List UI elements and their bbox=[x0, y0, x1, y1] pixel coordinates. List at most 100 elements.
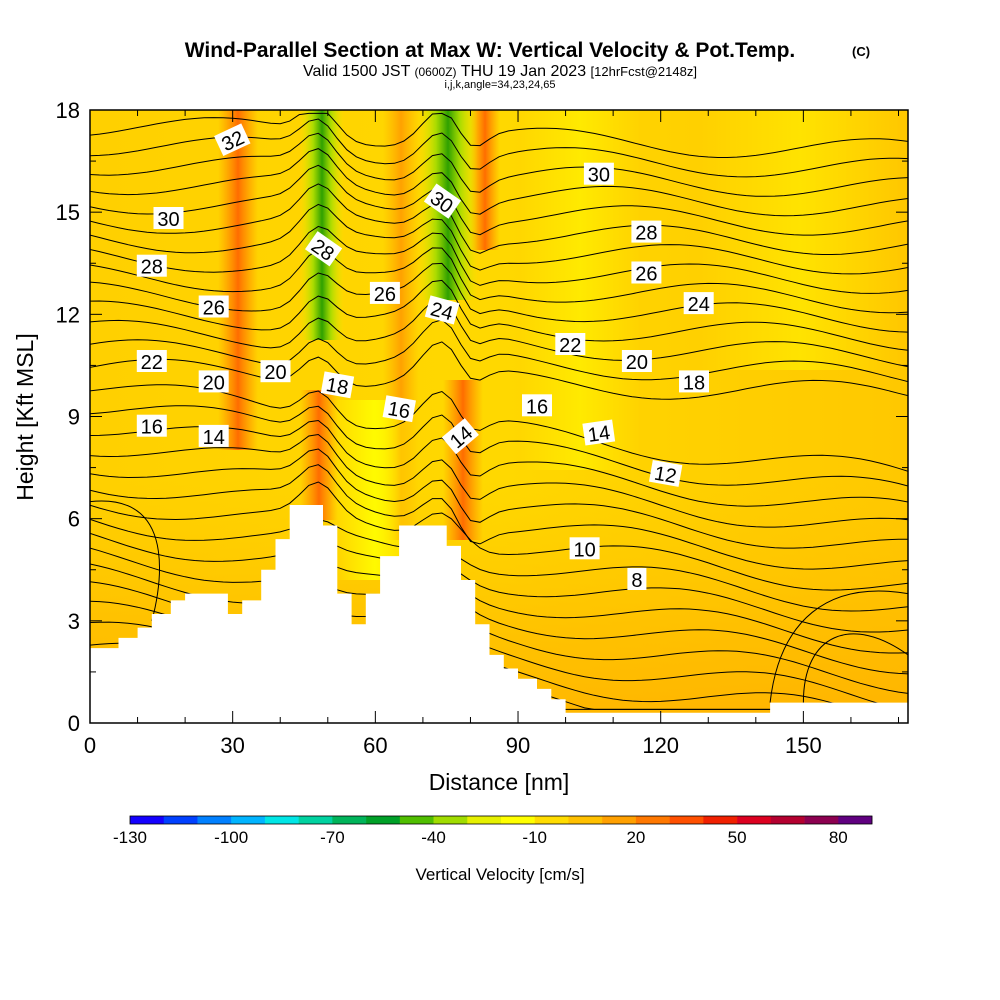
colorbar-swatch bbox=[602, 816, 637, 824]
isentrope-label-background bbox=[320, 371, 355, 399]
y-tick-label: 3 bbox=[68, 609, 80, 634]
colorbar-swatch bbox=[635, 816, 670, 824]
chart-subtitle: Valid 1500 JST (0600Z) THU 19 Jan 2023 [… bbox=[303, 63, 697, 80]
isentrope-label: 28 bbox=[304, 231, 343, 267]
isentrope-line bbox=[90, 298, 908, 368]
colorbar-swatch bbox=[703, 816, 738, 824]
colorbar-frame bbox=[129, 815, 873, 825]
x-axis: 0 30 60 90 120 150 bbox=[84, 110, 899, 758]
downdraft-band-1 bbox=[300, 110, 344, 340]
y-tick-label: 15 bbox=[56, 200, 80, 225]
x-tick-label: 30 bbox=[220, 733, 244, 758]
isentrope-line bbox=[90, 112, 908, 158]
updraft-band-1 bbox=[218, 110, 258, 450]
isentrope-label-background bbox=[136, 350, 167, 372]
updraft-band-3 bbox=[443, 380, 483, 540]
isentrope-line bbox=[90, 183, 908, 255]
isentrope-label-text: 16 bbox=[141, 417, 163, 439]
isentrope-line bbox=[90, 405, 908, 487]
isentrope-label-text: 30 bbox=[588, 165, 610, 187]
isentrope-label: 20 bbox=[621, 350, 652, 374]
isentrope-label: 26 bbox=[631, 261, 662, 286]
isentrope-line bbox=[90, 433, 908, 528]
isentrope-line bbox=[90, 518, 908, 612]
isentrope-label: 12 bbox=[648, 459, 683, 488]
isentrope-label-text: 28 bbox=[635, 223, 657, 245]
isentrope-line bbox=[90, 225, 908, 294]
isentrope-label: 8 bbox=[627, 568, 647, 592]
colorbar-swatch bbox=[399, 816, 434, 824]
isentrope-label-background bbox=[522, 394, 552, 417]
colorbar-tick-label: 80 bbox=[829, 828, 848, 847]
isentrope-label-background bbox=[648, 459, 683, 487]
isentrope-label: 10 bbox=[569, 537, 600, 561]
x-tick-label: 90 bbox=[506, 733, 530, 758]
colorbar-swatch bbox=[366, 816, 401, 824]
y-tick-label: 12 bbox=[56, 302, 80, 327]
y-axis-label: Height [Kft MSL] bbox=[12, 333, 38, 500]
isentrope-label: 14 bbox=[582, 419, 616, 447]
isentrope-label-text: 26 bbox=[635, 264, 657, 286]
isentrope-label: 26 bbox=[369, 281, 400, 306]
isentrope-label-background bbox=[198, 295, 229, 318]
chart-subtitle-ijk: i,j,k,angle=34,23,24,65 bbox=[444, 79, 555, 91]
isentrope-label: 16 bbox=[382, 395, 416, 423]
isentrope-label: 18 bbox=[679, 370, 709, 394]
isentrope-label-background bbox=[304, 231, 343, 267]
isentrope-label: 30 bbox=[583, 162, 614, 187]
colorbar-tick-label: -40 bbox=[421, 828, 446, 847]
isentrope-line bbox=[90, 132, 908, 197]
isentrope-label-background bbox=[198, 424, 229, 447]
isentrope-line bbox=[90, 448, 908, 549]
colorbar-swatch bbox=[568, 816, 603, 824]
isentrope-label: 24 bbox=[424, 295, 460, 325]
isentrope-label: 24 bbox=[683, 292, 714, 316]
isentrope-label-background bbox=[555, 333, 586, 355]
isentrope-line bbox=[90, 341, 908, 400]
isentrope-label: 28 bbox=[631, 220, 662, 245]
isentrope-line bbox=[90, 384, 908, 472]
isentrope-label-text: 26 bbox=[374, 284, 396, 306]
isentrope-line bbox=[90, 203, 908, 275]
isentrope-label-background bbox=[441, 418, 479, 455]
isentrope-label: 16 bbox=[522, 394, 552, 418]
y-axis: 0 3 6 9 12 15 18 bbox=[56, 98, 908, 736]
colorbar-swatch bbox=[669, 816, 704, 824]
isentrope-line bbox=[90, 279, 908, 351]
isentrope-label: 16 bbox=[136, 414, 167, 439]
isentrope-line bbox=[90, 547, 908, 654]
colorbar-swatch bbox=[433, 816, 468, 824]
isentrope-label-text: 22 bbox=[559, 335, 581, 357]
isentrope-label: 20 bbox=[198, 370, 229, 394]
chart-title: Wind-Parallel Section at Max W: Vertical… bbox=[185, 39, 796, 62]
isentrope-label-text: 8 bbox=[631, 570, 642, 592]
colorbar-tick-label: -70 bbox=[320, 828, 345, 847]
isentrope-line bbox=[802, 633, 908, 703]
colorbar-swatch bbox=[501, 816, 536, 824]
isentrope-line bbox=[90, 464, 908, 570]
isentrope-label-background bbox=[569, 537, 600, 560]
isentrope-line bbox=[90, 164, 908, 236]
isentrope-label-background bbox=[136, 254, 167, 277]
title-block: Wind-Parallel Section at Max W: Vertical… bbox=[185, 39, 870, 91]
isentrope-label-text: 16 bbox=[526, 396, 548, 418]
isentrope-label-text: 14 bbox=[203, 427, 225, 449]
colorbar-swatch bbox=[130, 816, 165, 824]
isentrope-line bbox=[90, 500, 160, 621]
isentrope-label-background bbox=[423, 183, 462, 219]
colorbar-swatch bbox=[332, 816, 367, 824]
isentrope-label: 32 bbox=[214, 123, 251, 156]
isentrope-label-background bbox=[424, 295, 460, 325]
x-tick-label: 120 bbox=[642, 733, 679, 758]
isentrope-line bbox=[90, 148, 908, 217]
isentrope-line bbox=[769, 590, 908, 703]
isentrope-label-text: 14 bbox=[586, 422, 611, 447]
terrain bbox=[90, 505, 908, 723]
colorbar-swatch bbox=[770, 816, 805, 824]
isentrope-label-background bbox=[382, 395, 416, 423]
y-tick-label: 18 bbox=[56, 98, 80, 123]
colorbar-swatch bbox=[163, 816, 198, 824]
